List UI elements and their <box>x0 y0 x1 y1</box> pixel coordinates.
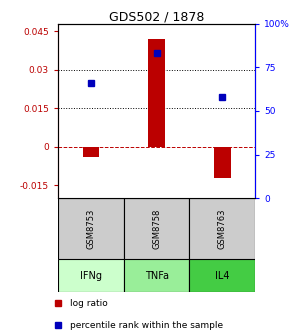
Bar <box>58 198 124 259</box>
Text: GSM8758: GSM8758 <box>152 208 161 249</box>
Text: TNFa: TNFa <box>145 270 168 281</box>
Text: percentile rank within the sample: percentile rank within the sample <box>70 321 223 330</box>
Text: log ratio: log ratio <box>70 299 107 308</box>
Bar <box>214 147 231 178</box>
Bar <box>124 198 189 259</box>
Bar <box>83 147 99 157</box>
Bar <box>124 259 189 292</box>
Bar <box>58 259 124 292</box>
Title: GDS502 / 1878: GDS502 / 1878 <box>109 10 204 24</box>
Text: IL4: IL4 <box>215 270 230 281</box>
Text: GSM8763: GSM8763 <box>218 208 227 249</box>
Text: IFNg: IFNg <box>80 270 102 281</box>
Text: GSM8753: GSM8753 <box>86 208 95 249</box>
Bar <box>189 198 255 259</box>
Bar <box>189 259 255 292</box>
Bar <box>148 39 165 147</box>
